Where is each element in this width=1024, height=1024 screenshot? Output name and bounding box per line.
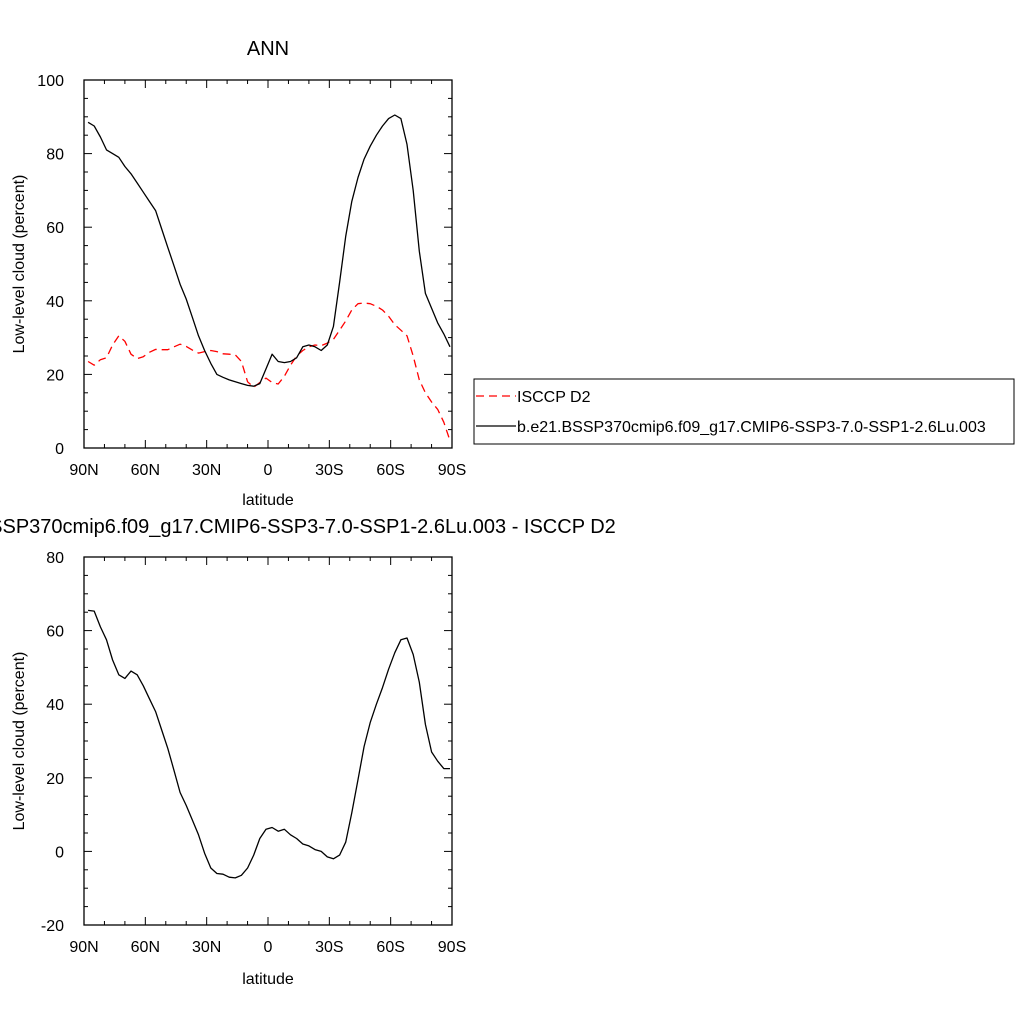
bottom-chart-x-axis-label: latitude [242, 971, 294, 988]
top-y-tick-label: 0 [55, 441, 64, 458]
top-chart-panel: ANN 90N 60N 30N 0 30S 60S 90S 0 20 40 60 80 100 lati… [11, 38, 1015, 509]
bottom-x-tick-label: 60N [131, 939, 160, 956]
bottom-y-tick-label: 60 [46, 624, 64, 641]
bottom-chart-title: b.e21.BSSP370cmip6.f09_g17.CMIP6-SSP3-7.… [0, 516, 616, 538]
top-chart-x-axis-label: latitude [242, 492, 294, 509]
bottom-y-tick-label: 80 [46, 550, 64, 567]
top-y-tick-label: 100 [37, 73, 64, 90]
bottom-y-tick-label: 20 [46, 771, 64, 788]
top-x-tick-label: 60N [131, 462, 160, 479]
bottom-chart-plot-area: 90N 60N 30N 0 30S 60S 90S -20 0 20 40 60 80 [41, 550, 466, 956]
bottom-chart-frame [83, 556, 453, 926]
bottom-y-tick-label: 0 [55, 844, 64, 861]
top-x-tick-label: 60S [376, 462, 404, 479]
bottom-chart-y-axis-label: Low-level cloud (percent) [11, 652, 28, 831]
top-series-line-0 [87, 302, 451, 441]
top-y-tick-label: 40 [46, 294, 64, 311]
bottom-x-tick-label: 0 [264, 939, 273, 956]
top-chart-plot-area: 90N 60N 30N 0 30S 60S 90S 0 20 40 60 80 100 [37, 73, 466, 479]
top-y-tick-label: 20 [46, 367, 64, 384]
bottom-series-line-0 [88, 609, 450, 879]
bottom-x-tick-label: 90N [69, 939, 98, 956]
bottom-x-tick-label: 30S [315, 939, 343, 956]
top-x-tick-label: 90N [69, 462, 98, 479]
bottom-x-tick-label: 60S [376, 939, 404, 956]
top-series-line-1 [87, 114, 451, 387]
bottom-y-tick-label: 40 [46, 697, 64, 714]
top-y-tick-label: 60 [46, 220, 64, 237]
top-x-tick-label: 30N [192, 462, 221, 479]
top-chart-frame [83, 79, 453, 449]
top-chart-legend: ISCCP D2 b.e21.BSSP370cmip6.f09_g17.CMIP… [473, 378, 1015, 445]
top-x-tick-label: 30S [315, 462, 343, 479]
top-x-tick-label: 90S [438, 462, 466, 479]
legend-label-isccp: ISCCP D2 [517, 389, 591, 406]
top-y-tick-label: 80 [46, 147, 64, 164]
bottom-y-tick-label: -20 [41, 918, 64, 935]
top-x-tick-label: 0 [264, 462, 273, 479]
bottom-chart-panel: b.e21.BSSP370cmip6.f09_g17.CMIP6-SSP3-7.… [0, 516, 616, 988]
top-chart-title: ANN [247, 38, 289, 60]
bottom-x-tick-label: 30N [192, 939, 221, 956]
legend-label-model: b.e21.BSSP370cmip6.f09_g17.CMIP6-SSP3-7.… [517, 419, 986, 436]
top-chart-y-axis-label: Low-level cloud (percent) [11, 175, 28, 354]
legend-box [473, 378, 1015, 445]
bottom-x-tick-label: 90S [438, 939, 466, 956]
